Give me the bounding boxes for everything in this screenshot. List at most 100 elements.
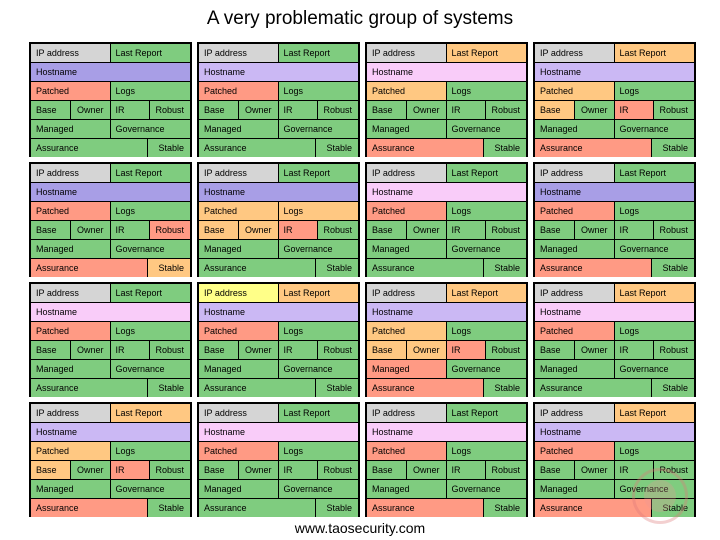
- last-report-cell: Last Report: [110, 44, 190, 62]
- patched-cell: Patched: [31, 442, 110, 460]
- assurance-cell: Assurance: [535, 499, 651, 517]
- system-card: IP address Last Report Hostname Patched Logs…: [365, 42, 528, 157]
- last-report-cell: Last Report: [278, 404, 358, 422]
- ir-cell: IR: [446, 461, 486, 479]
- logs-cell: Logs: [278, 322, 358, 340]
- managed-cell: Managed: [31, 480, 110, 498]
- ip-cell: IP address: [535, 404, 614, 422]
- robust-cell: Robust: [150, 341, 190, 359]
- last-report-cell: Last Report: [446, 164, 526, 182]
- last-report-cell: Last Report: [446, 44, 526, 62]
- hostname-cell: Hostname: [31, 63, 190, 81]
- system-card: IP address Last Report Hostname Patched Logs…: [533, 162, 696, 277]
- patched-cell: Patched: [31, 322, 110, 340]
- system-card: IP address Last Report Hostname Patched Logs…: [29, 42, 192, 157]
- footer-url: www.taosecurity.com: [294, 520, 426, 536]
- robust-cell: Robust: [318, 221, 358, 239]
- stable-cell: Stable: [483, 259, 526, 277]
- owner-cell: Owner: [574, 341, 614, 359]
- hostname-cell: Hostname: [31, 423, 190, 441]
- assurance-cell: Assurance: [367, 379, 483, 397]
- base-cell: Base: [31, 461, 70, 479]
- logs-cell: Logs: [614, 82, 694, 100]
- ir-cell: IR: [446, 221, 486, 239]
- logs-cell: Logs: [614, 442, 694, 460]
- ir-cell: IR: [614, 341, 654, 359]
- ip-cell: IP address: [199, 164, 278, 182]
- logs-cell: Logs: [278, 202, 358, 220]
- owner-cell: Owner: [406, 101, 446, 119]
- patched-cell: Patched: [367, 322, 446, 340]
- system-card: IP address Last Report Hostname Patched Logs…: [29, 402, 192, 517]
- patched-cell: Patched: [535, 82, 614, 100]
- base-cell: Base: [535, 341, 574, 359]
- owner-cell: Owner: [406, 221, 446, 239]
- stable-cell: Stable: [147, 259, 190, 277]
- stable-cell: Stable: [315, 499, 358, 517]
- managed-cell: Managed: [367, 480, 446, 498]
- governance-cell: Governance: [110, 360, 190, 378]
- ir-cell: IR: [110, 221, 150, 239]
- ip-cell: IP address: [31, 404, 110, 422]
- logs-cell: Logs: [110, 442, 190, 460]
- stable-cell: Stable: [315, 379, 358, 397]
- assurance-cell: Assurance: [31, 379, 147, 397]
- last-report-cell: Last Report: [278, 164, 358, 182]
- hostname-cell: Hostname: [535, 303, 694, 321]
- owner-cell: Owner: [70, 341, 110, 359]
- managed-cell: Managed: [367, 120, 446, 138]
- patched-cell: Patched: [535, 202, 614, 220]
- system-card: IP address Last Report Hostname Patched Logs…: [365, 282, 528, 397]
- robust-cell: Robust: [150, 221, 190, 239]
- base-cell: Base: [199, 101, 238, 119]
- robust-cell: Robust: [654, 221, 694, 239]
- base-cell: Base: [535, 461, 574, 479]
- governance-cell: Governance: [278, 120, 358, 138]
- ir-cell: IR: [278, 221, 318, 239]
- patched-cell: Patched: [199, 322, 278, 340]
- assurance-cell: Assurance: [199, 499, 315, 517]
- stable-cell: Stable: [483, 139, 526, 157]
- hostname-cell: Hostname: [367, 183, 526, 201]
- base-cell: Base: [199, 461, 238, 479]
- patched-cell: Patched: [367, 442, 446, 460]
- ir-cell: IR: [278, 101, 318, 119]
- robust-cell: Robust: [654, 341, 694, 359]
- system-card: IP address Last Report Hostname Patched Logs…: [197, 162, 360, 277]
- system-card: IP address Last Report Hostname Patched Logs…: [29, 282, 192, 397]
- ip-cell: IP address: [535, 284, 614, 302]
- system-card: IP address Last Report Hostname Patched Logs…: [533, 42, 696, 157]
- base-cell: Base: [31, 221, 70, 239]
- logs-cell: Logs: [278, 82, 358, 100]
- logs-cell: Logs: [278, 442, 358, 460]
- base-cell: Base: [199, 341, 238, 359]
- last-report-cell: Last Report: [614, 164, 694, 182]
- owner-cell: Owner: [70, 101, 110, 119]
- ir-cell: IR: [110, 461, 150, 479]
- logs-cell: Logs: [110, 322, 190, 340]
- page-title: A very problematic group of systems: [206, 8, 514, 29]
- ip-cell: IP address: [535, 164, 614, 182]
- managed-cell: Managed: [535, 480, 614, 498]
- hostname-cell: Hostname: [199, 63, 358, 81]
- ip-cell: IP address: [367, 44, 446, 62]
- stable-cell: Stable: [315, 139, 358, 157]
- governance-cell: Governance: [278, 240, 358, 258]
- governance-cell: Governance: [614, 240, 694, 258]
- owner-cell: Owner: [238, 221, 278, 239]
- logs-cell: Logs: [110, 202, 190, 220]
- last-report-cell: Last Report: [110, 404, 190, 422]
- governance-cell: Governance: [110, 120, 190, 138]
- ip-cell: IP address: [367, 404, 446, 422]
- owner-cell: Owner: [238, 341, 278, 359]
- governance-cell: Governance: [614, 360, 694, 378]
- governance-cell: Governance: [446, 480, 526, 498]
- last-report-cell: Last Report: [278, 284, 358, 302]
- hostname-cell: Hostname: [31, 303, 190, 321]
- base-cell: Base: [367, 221, 406, 239]
- base-cell: Base: [31, 341, 70, 359]
- owner-cell: Owner: [574, 221, 614, 239]
- system-card: IP address Last Report Hostname Patched Logs…: [365, 402, 528, 517]
- last-report-cell: Last Report: [446, 284, 526, 302]
- ip-cell: IP address: [199, 404, 278, 422]
